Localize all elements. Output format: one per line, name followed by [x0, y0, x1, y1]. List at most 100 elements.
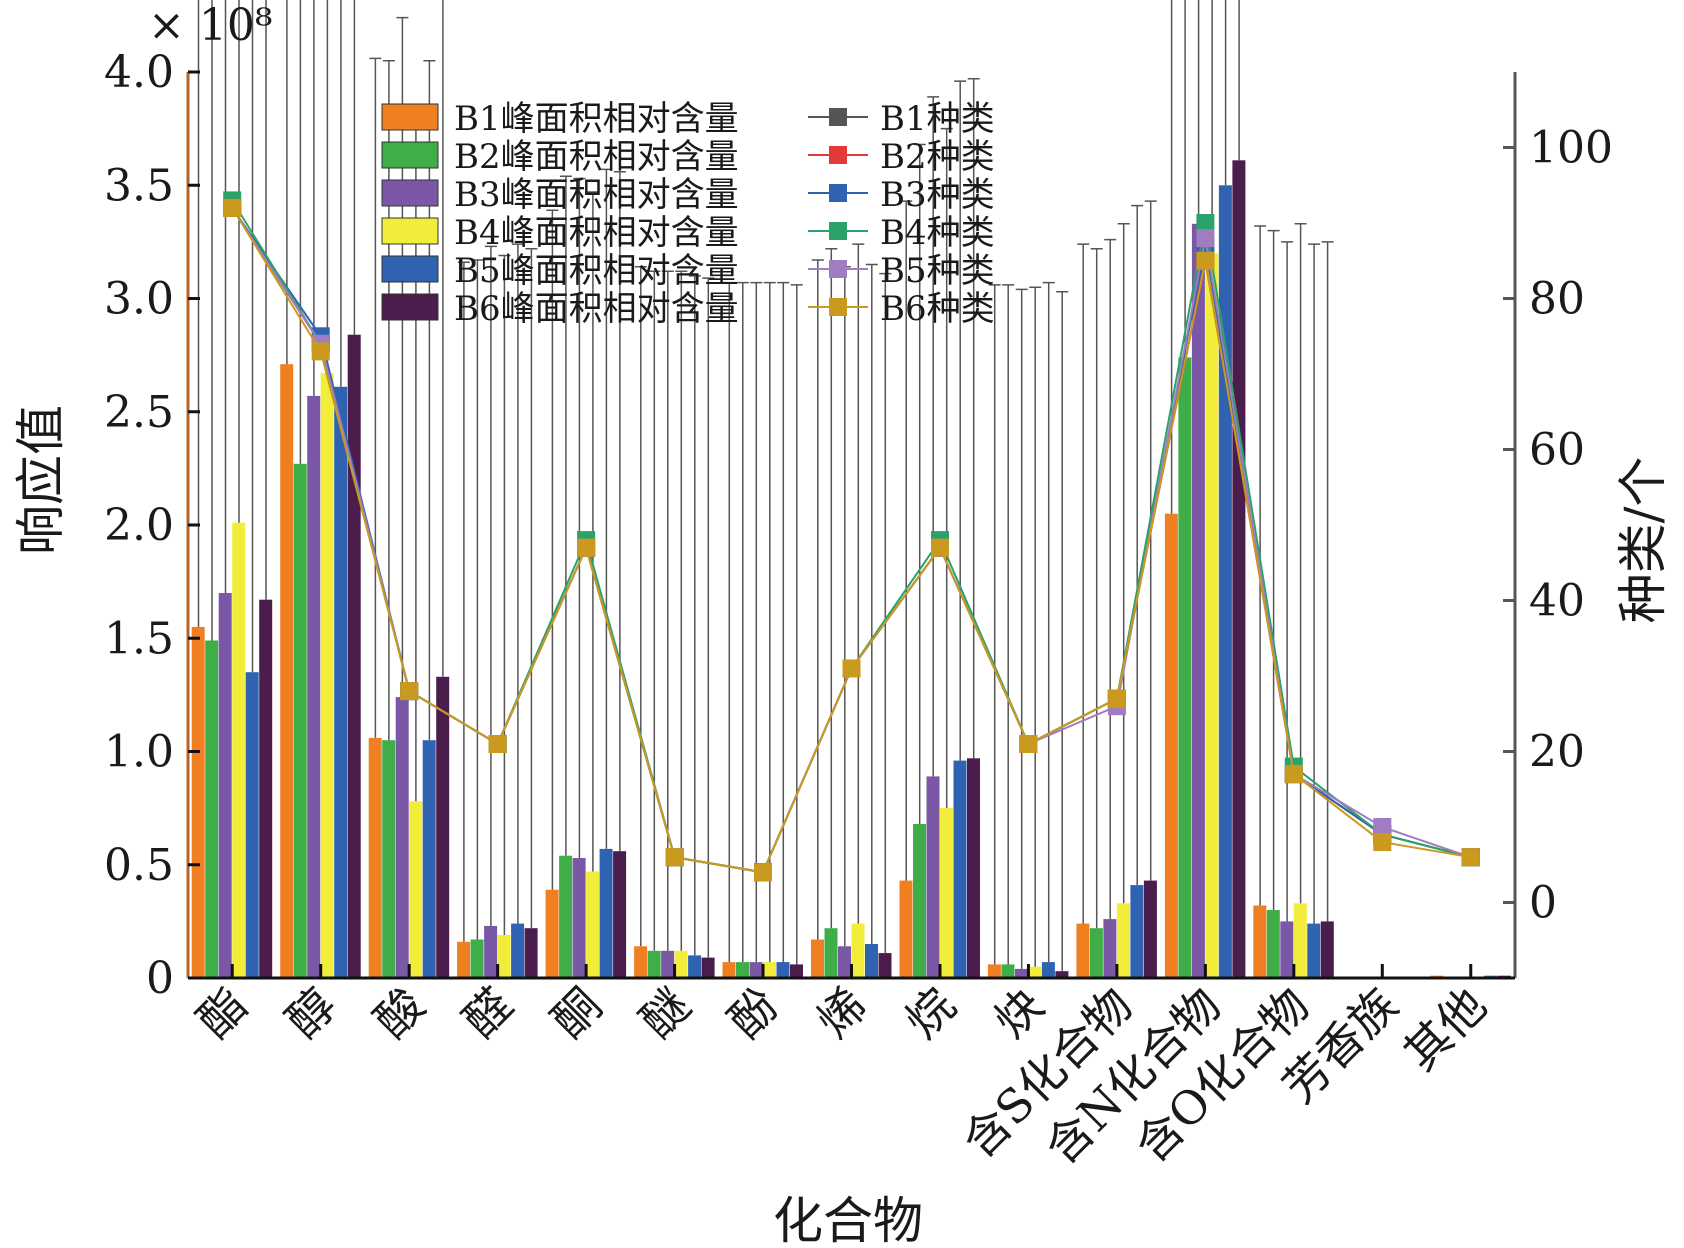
bar-4-6 [674, 950, 688, 978]
x-tick-label-8: 烯 [807, 978, 878, 1049]
y2-tick-label-4: 60 [1529, 425, 1585, 476]
legend-swatch-bar-3 [381, 179, 439, 207]
y-tick-label-4: 1.5 [104, 613, 174, 664]
y-tick-label-1: 0 [146, 953, 174, 1004]
legend-label-line-6: B6种类 [880, 289, 995, 329]
legend-marker-4 [829, 222, 847, 240]
error-bar-6-12 [1238, 0, 1240, 161]
error-bar-3-12 [1197, 0, 1200, 224]
error-bar-6-13 [1321, 241, 1334, 922]
error-bar-6-11 [1144, 200, 1157, 881]
bar-1-11 [1076, 923, 1090, 978]
bar-1-1 [191, 626, 205, 978]
error-bar-4-4 [498, 254, 511, 935]
x-tick-label-5: 酮 [541, 978, 612, 1049]
error-bar-5-8 [865, 263, 878, 944]
bar-4-12 [1205, 253, 1219, 978]
bar-3-9 [926, 776, 940, 978]
error-bar-4-2 [326, 0, 329, 374]
legend-label-line-2: B2种类 [880, 137, 995, 177]
bar-4-5 [586, 871, 600, 978]
error-bar-1-10 [988, 284, 1001, 965]
bar-2-10 [1001, 964, 1015, 978]
error-bar-1-3 [369, 57, 382, 738]
error-bar-2-1 [211, 0, 213, 641]
line-point-6-13 [1284, 765, 1303, 784]
bar-6-6 [701, 957, 715, 978]
legend-swatch-bar-6 [381, 293, 439, 321]
error-bar-2-11 [1090, 247, 1103, 929]
y-tick-label-7: 3.0 [104, 274, 174, 325]
error-bar-2-12 [1184, 0, 1186, 358]
error-bar-2-9 [913, 143, 926, 824]
bar-4-3 [409, 801, 423, 978]
bar-3-2 [307, 395, 321, 978]
legend-marker-5 [829, 260, 847, 278]
error-bar-3-2 [313, 0, 315, 396]
legend-marker-2 [829, 146, 847, 164]
bar-1-3 [368, 737, 382, 978]
bar-5-9 [953, 760, 967, 978]
y2-axis-title: 种类/个 [1614, 457, 1672, 624]
x-tick-label-15: 其他 [1393, 978, 1496, 1081]
error-bar-2-6 [648, 270, 661, 951]
error-bar-3-9 [927, 96, 940, 777]
error-bar-6-2 [353, 0, 356, 335]
bar-6-10 [1055, 971, 1069, 978]
line-point-6-15 [1461, 848, 1480, 867]
error-bar-5-11 [1131, 204, 1144, 886]
bar-1-7 [722, 962, 736, 978]
error-bar-5-3 [423, 59, 436, 741]
y-axis-title: 响应值 [12, 405, 70, 555]
error-bar-5-10 [1042, 281, 1055, 963]
bar-6-1 [259, 599, 273, 978]
line-point-6-1 [223, 198, 242, 217]
x-tick-label-1: 酯 [187, 978, 258, 1049]
y-tick-label-3: 1.0 [104, 727, 174, 778]
bar-2-6 [647, 950, 661, 978]
error-bar-5-5 [600, 168, 613, 849]
error-bar-4-10 [1029, 286, 1042, 967]
error-bar-4-12 [1211, 0, 1213, 254]
legend-label-line-3: B3种类 [880, 175, 995, 215]
bar-3-8 [838, 946, 851, 978]
line-point-6-2 [311, 342, 330, 361]
lines-layer [223, 191, 1480, 882]
y2-tick-label-1: 0 [1529, 878, 1557, 929]
line-point-6-7 [754, 863, 772, 882]
error-bar-6-5 [613, 170, 626, 852]
bar-6-3 [436, 676, 450, 978]
line-point-6-8 [842, 659, 861, 678]
error-bar-3-8 [838, 266, 851, 947]
error-bar-5-12 [1224, 0, 1227, 186]
bar-4-7 [763, 962, 776, 978]
error-bar-4-11 [1117, 223, 1130, 904]
bar-4-10 [1028, 966, 1042, 978]
x-tick-label-3: 酸 [364, 978, 435, 1049]
bar-1-10 [987, 964, 1001, 978]
bar-4-2 [320, 373, 334, 978]
bar-5-4 [511, 923, 525, 978]
error-bar-1-1 [197, 0, 200, 627]
bar-2-9 [913, 824, 926, 978]
y2-tick-label-6: 100 [1529, 123, 1613, 174]
error-bar-4-8 [852, 243, 865, 924]
bar-6-4 [524, 928, 538, 978]
x-tick-label-9: 烷 [895, 978, 966, 1049]
error-bar-5-4 [511, 243, 524, 924]
error-bar-3-7 [750, 281, 763, 963]
error-bar-2-10 [1002, 284, 1015, 965]
line-point-6-14 [1373, 833, 1392, 852]
bar-3-3 [395, 697, 409, 978]
bar-1-2 [280, 364, 294, 978]
error-bar-6-7 [790, 284, 803, 965]
legend-label-line-4: B4种类 [880, 213, 995, 253]
error-bar-5-13 [1308, 243, 1321, 924]
error-bar-1-6 [634, 266, 647, 947]
bar-1-6 [634, 946, 648, 978]
error-bar-1-4 [457, 261, 470, 942]
error-bar-1-5 [546, 209, 559, 890]
bar-5-12 [1218, 185, 1232, 979]
error-bar-4-13 [1294, 223, 1307, 904]
bar-5-8 [865, 944, 878, 978]
